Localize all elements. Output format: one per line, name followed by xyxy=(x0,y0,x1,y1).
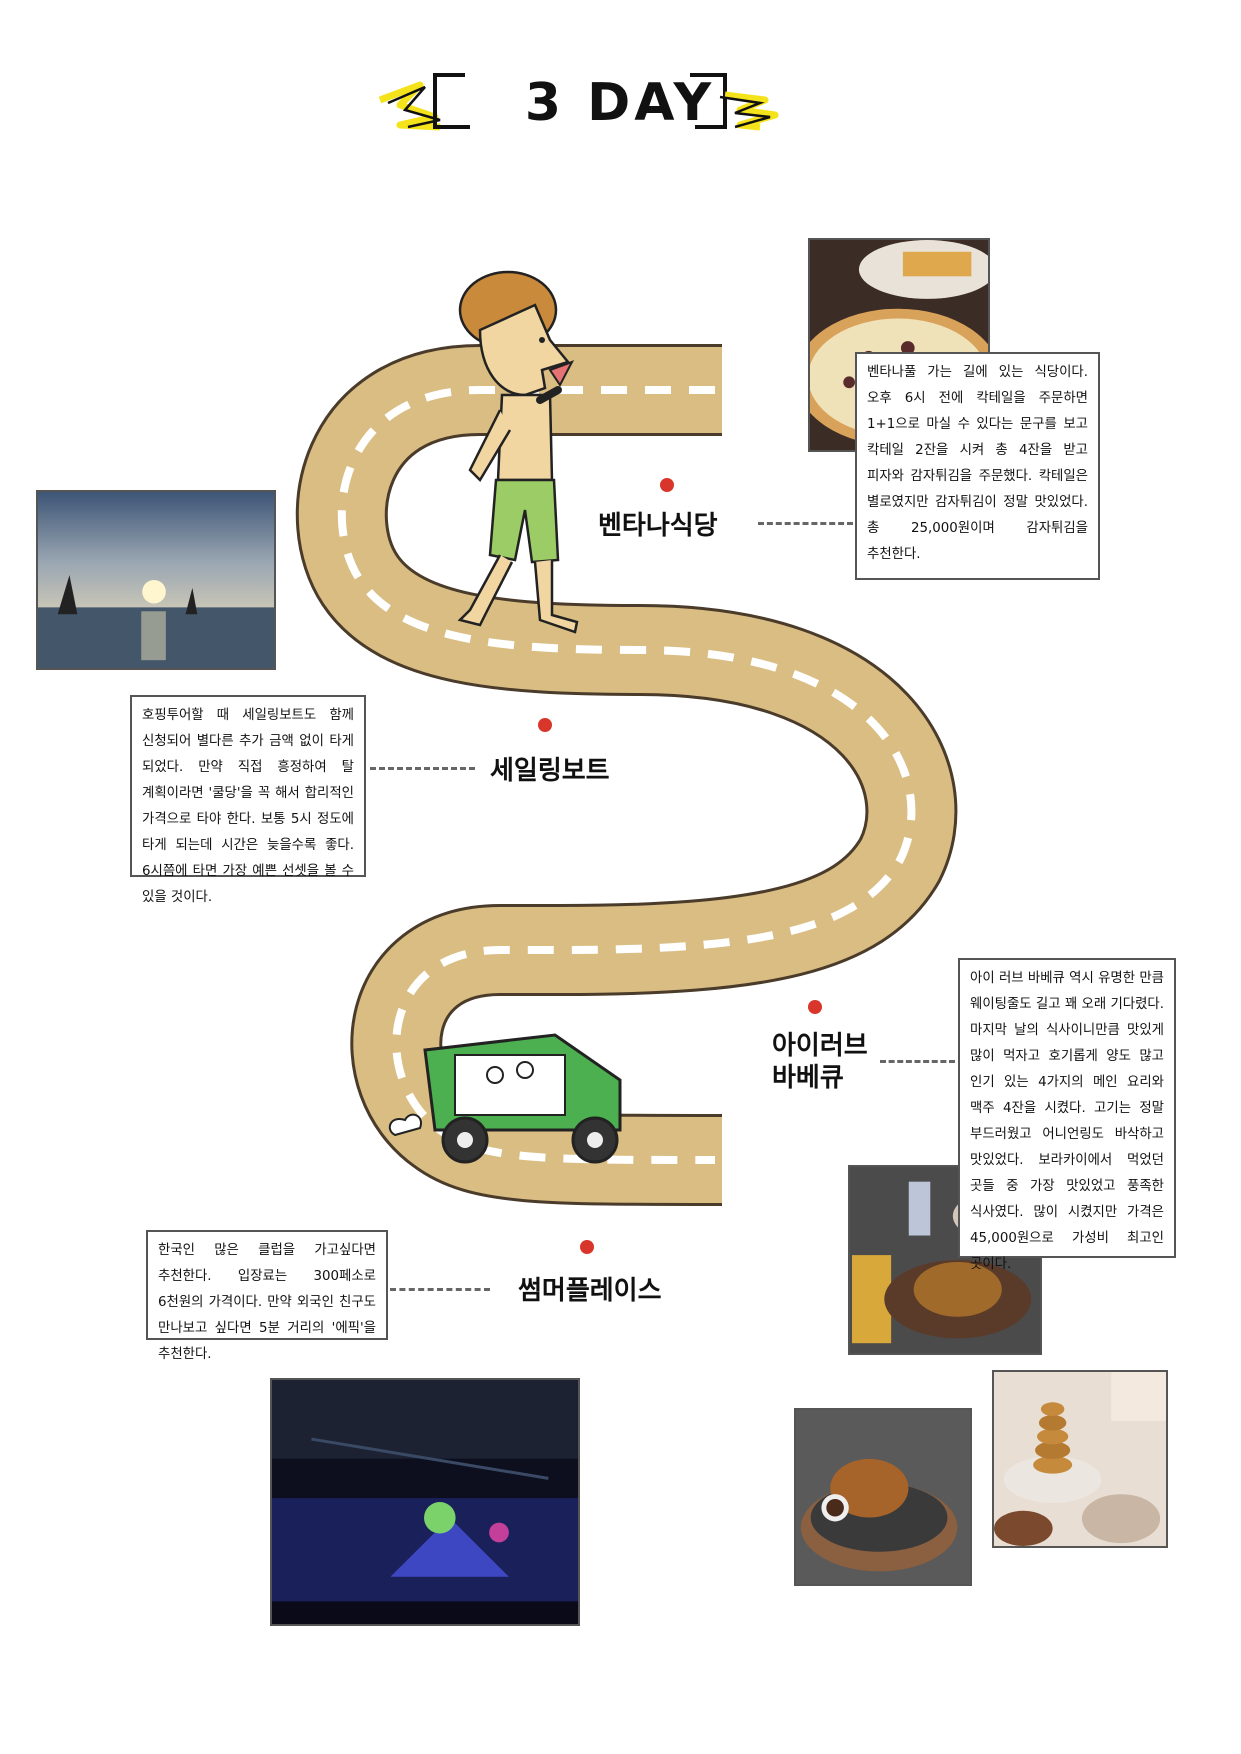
connector-summer xyxy=(390,1288,490,1291)
walking-person-illustration xyxy=(457,270,579,634)
note-summer: 한국인 많은 클럽을 가고싶다면 추천한다. 입장료는 300페소로 6천원의 … xyxy=(146,1230,388,1362)
title-bracket-decoration xyxy=(378,73,779,131)
page-title: 3 DAY xyxy=(378,55,820,145)
onion-ring-tower-photo xyxy=(992,1370,1168,1548)
club-interior-photo xyxy=(270,1378,580,1626)
note-ventana: 벤타나풀 가는 길에 있는 식당이다. 오후 6시 전에 칵테일을 주문하면 1… xyxy=(855,352,1100,580)
place-label-ventana: 벤타나식당 xyxy=(598,511,718,541)
place-label-bbq-line1: 아이러브 xyxy=(772,1031,868,1061)
title-text: 3 DAY xyxy=(524,73,716,133)
location-pin-sailing xyxy=(538,718,552,732)
place-label-sailing: 세일링보트 xyxy=(490,756,610,786)
place-label-bbq: 아이러브 바베큐 xyxy=(772,1030,868,1094)
connector-bbq xyxy=(880,1060,955,1063)
location-pin-summer xyxy=(580,1240,594,1254)
connector-ventana xyxy=(758,522,853,525)
tuktuk-illustration xyxy=(388,1033,622,1164)
fried-chicken-photo xyxy=(794,1408,972,1586)
note-sailing: 호핑투어할 때 세일링보트도 함께 신청되어 별다른 추가 금액 없이 타게 되… xyxy=(130,695,366,905)
sunset-sailboat-photo xyxy=(36,490,276,670)
place-label-bbq-line2: 바베큐 xyxy=(772,1063,844,1093)
location-pin-bbq xyxy=(808,1000,822,1014)
place-label-summer: 썸머플레이스 xyxy=(518,1276,662,1306)
road-centerline xyxy=(337,386,916,1164)
connector-sailing xyxy=(370,767,475,770)
location-pin-ventana xyxy=(660,478,674,492)
note-bbq: 아이 러브 바베큐 역시 유명한 만큼 웨이팅줄도 길고 꽤 오래 기다렸다. … xyxy=(958,958,1176,1272)
bbq-platter-photo xyxy=(848,1165,1042,1355)
